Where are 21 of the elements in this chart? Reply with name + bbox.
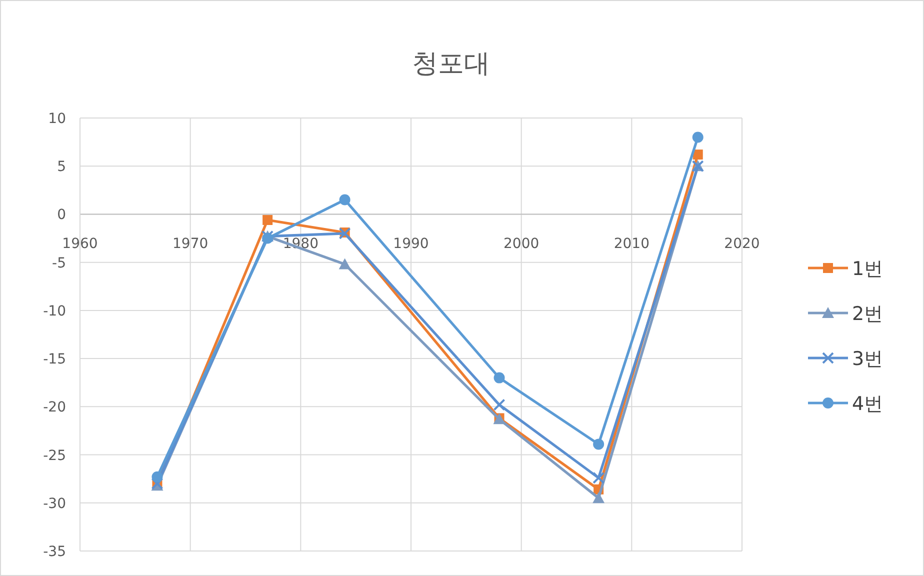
- y-tick-label: -30: [43, 496, 66, 512]
- x-tick-label: 2020: [724, 236, 760, 252]
- legend-label: 2번: [852, 303, 884, 325]
- x-tick-label: 2000: [504, 236, 540, 252]
- x-tick-label: 1960: [62, 236, 98, 252]
- y-tick-label: -10: [43, 303, 66, 320]
- y-tick-label: 10: [48, 111, 66, 127]
- legend-label: 3번: [852, 348, 884, 370]
- legend-label: 1번: [852, 258, 884, 280]
- y-tick-label: 5: [57, 159, 66, 176]
- y-tick-label: 0: [57, 207, 66, 224]
- x-tick-label: 2010: [614, 236, 650, 252]
- y-tick-label: -5: [52, 255, 66, 272]
- y-tick-label: -35: [43, 544, 66, 560]
- y-tick-label: -25: [43, 448, 66, 464]
- y-tick-label: -15: [43, 352, 66, 368]
- x-tick-label: 1970: [172, 236, 208, 252]
- x-tick-label: 1990: [393, 236, 429, 252]
- legend-label: 4번: [852, 393, 884, 415]
- chart-title: 청포대: [412, 49, 490, 79]
- y-tick-label: -20: [43, 400, 66, 416]
